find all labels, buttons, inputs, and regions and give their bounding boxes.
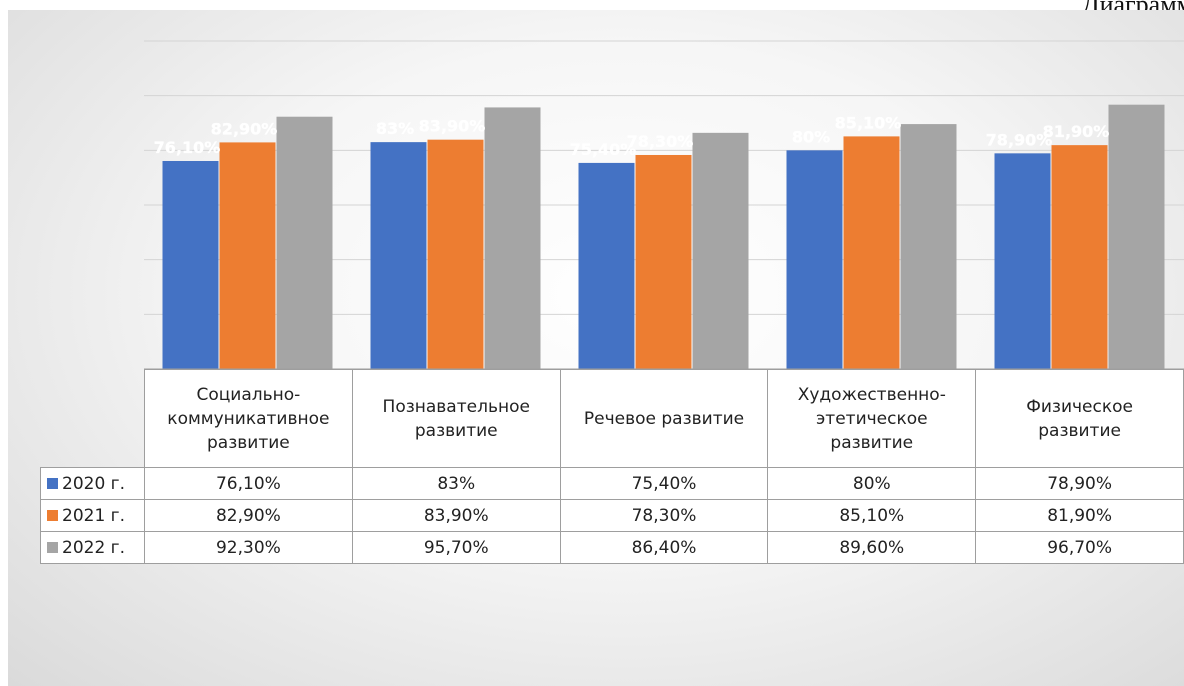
data-label: 75,40% <box>570 140 637 159</box>
bar <box>1108 104 1165 369</box>
legend-label: 2022 г. <box>62 537 126 558</box>
bar <box>370 142 427 369</box>
bar <box>578 162 635 369</box>
data-label: 81,90% <box>1043 122 1110 141</box>
category-label-line: Социально- <box>196 384 301 405</box>
category-label-line: развитие <box>207 432 290 453</box>
bar <box>786 150 843 369</box>
category-label-line: Физическое <box>1026 396 1133 417</box>
bar <box>635 154 692 369</box>
data-label: 83,90% <box>419 117 486 136</box>
table-cell: 81,90% <box>975 499 1184 532</box>
category-header: Художественно-этетическое развитие <box>767 369 977 468</box>
table-cell: 75,40% <box>559 467 769 500</box>
category-header: Речевое развитие <box>559 369 769 468</box>
legend-label: 2020 г. <box>62 473 126 494</box>
data-label: 85,10% <box>835 113 902 132</box>
legend-label: 2021 г. <box>62 505 126 526</box>
bar <box>692 132 749 369</box>
legend-swatch <box>47 541 58 553</box>
category-label-line: коммуникативное <box>167 408 330 429</box>
category-label-line: Художественно- <box>797 384 946 405</box>
data-label: 76,10% <box>154 138 221 157</box>
table-cell: 80% <box>767 467 977 500</box>
table-header-row: Социально-коммуникативное развитие Познав… <box>40 369 1184 468</box>
bar <box>1051 145 1108 369</box>
bar <box>219 142 276 369</box>
category-header: Познавательное развитие <box>351 369 561 468</box>
table-cell: 78,90% <box>975 467 1184 500</box>
bar <box>276 116 333 369</box>
data-label: 83% <box>376 119 414 138</box>
table-cell: 78,30% <box>559 499 769 532</box>
chart-data-table: Социально-коммуникативное развитие Познав… <box>40 369 1184 564</box>
category-label-line: Речевое развитие <box>583 408 745 429</box>
data-label: 80% <box>792 127 830 146</box>
table-row: 2021 г. 82,90% 83,90% 78,30% 85,10% 81,9… <box>40 499 1184 532</box>
table-cell: 96,70% <box>975 531 1184 564</box>
table-cell: 83% <box>351 467 561 500</box>
table-row: 2020 г. 76,10% 83% 75,40% 80% 78,90% <box>40 467 1184 500</box>
category-header: Физическое развитие <box>975 369 1184 468</box>
legend-key: 2022 г. <box>40 531 145 564</box>
category-label-line: развитие <box>1038 420 1121 441</box>
table-cell: 85,10% <box>767 499 977 532</box>
table-cell: 76,10% <box>143 467 353 500</box>
legend-key: 2020 г. <box>40 467 145 500</box>
data-label: 78,90% <box>986 130 1053 149</box>
bar <box>843 136 900 369</box>
bar <box>994 153 1051 369</box>
category-label-line: развитие <box>414 420 498 441</box>
table-cell: 82,90% <box>143 499 353 532</box>
data-label: 78,30% <box>627 132 694 151</box>
legend-swatch <box>47 477 58 489</box>
table-cell: 95,70% <box>351 531 561 564</box>
table-cell: 89,60% <box>767 531 977 564</box>
category-label-line: развитие <box>830 432 914 453</box>
bar <box>484 107 541 370</box>
category-header: Социально-коммуникативное развитие <box>143 369 353 468</box>
table-cell: 83,90% <box>351 499 561 532</box>
legend-key: 2021 г. <box>40 499 145 532</box>
category-label-line: этетическое <box>815 408 928 429</box>
bar <box>900 124 957 370</box>
table-cell: 86,40% <box>559 531 769 564</box>
table-row: 2022 г. 92,30% 95,70% 86,40% 89,60% 96,7… <box>40 531 1184 564</box>
table-cell: 92,30% <box>143 531 353 564</box>
table-corner <box>40 369 145 468</box>
data-label: 82,90% <box>211 119 278 138</box>
category-label-line: Познавательное <box>382 396 530 417</box>
legend-swatch <box>47 509 58 521</box>
bar <box>162 160 219 369</box>
bar <box>427 139 484 369</box>
